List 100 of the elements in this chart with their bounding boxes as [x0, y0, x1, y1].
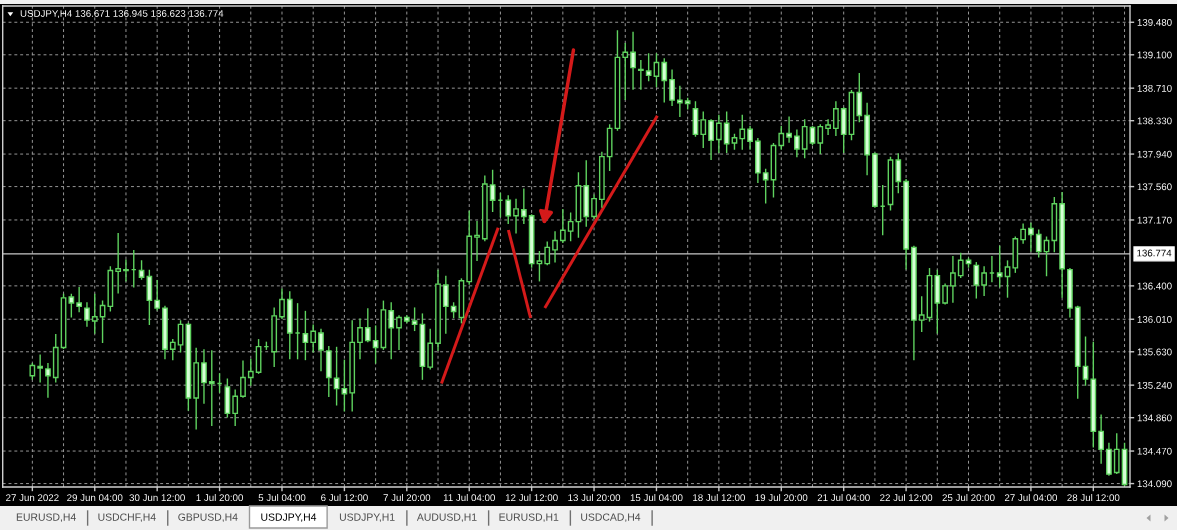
y-tick-label: 135.630 [1137, 348, 1172, 356]
candlestick [739, 114, 746, 150]
candlestick [676, 85, 683, 118]
candlestick [794, 129, 800, 158]
x-tick-label: 27 Jul 04:00 [1004, 493, 1058, 502]
y-tick-label: 136.400 [1137, 282, 1172, 290]
candlestick [817, 124, 824, 154]
candlestick [91, 293, 98, 334]
x-tick-label: 13 Jul 20:00 [568, 493, 621, 502]
candlestick [536, 250, 543, 282]
x-tick-label: 6 Jul 12:00 [321, 493, 368, 502]
candlestick [411, 307, 418, 332]
candlestick [552, 231, 558, 263]
candlestick [146, 269, 153, 326]
candlestick [567, 212, 574, 242]
candlestick [318, 328, 324, 372]
candlestick [957, 252, 964, 279]
candlestick [856, 72, 863, 123]
y-tick-label: 138.330 [1137, 117, 1172, 125]
candlestick [1035, 229, 1042, 258]
candlestick [786, 116, 792, 143]
candlestick [700, 111, 707, 148]
candlestick [1028, 222, 1034, 252]
candlestick [505, 195, 512, 225]
candlestick [708, 119, 714, 160]
candlestick [715, 114, 722, 154]
candlestick [559, 209, 566, 243]
candlestick [825, 119, 831, 136]
candlestick [520, 188, 527, 225]
candlestick [833, 101, 839, 136]
candlestick [169, 339, 176, 361]
y-tick-label: 137.170 [1137, 216, 1172, 224]
y-tick-label: 139.100 [1137, 51, 1172, 59]
text: EURUSD,H4 [16, 513, 76, 523]
x-tick-label: 29 Jun 04:00 [67, 494, 123, 502]
text: USDCAD,H4 [581, 513, 641, 523]
candlestick [637, 60, 644, 90]
candlestick [442, 275, 449, 334]
y-tick-label: 138.710 [1137, 84, 1172, 92]
candlestick [801, 119, 808, 159]
x-tick-label: 11 Jul 04:00 [443, 493, 495, 502]
candlestick [918, 296, 925, 332]
candlestick [630, 31, 636, 90]
candlestick [622, 42, 629, 100]
y-tick-label: 134.470 [1137, 447, 1172, 455]
candlestick [201, 349, 207, 404]
candlestick [427, 328, 434, 370]
candlestick [973, 262, 980, 299]
ref-line-label: 136.774 [1137, 249, 1172, 257]
candlestick [84, 302, 90, 327]
candlestick [123, 259, 129, 282]
candlestick [240, 360, 246, 398]
x-tick-label: 22 Jul 12:00 [880, 493, 933, 502]
candlestick [489, 169, 496, 213]
candlestick [1113, 433, 1120, 475]
candlestick [247, 358, 254, 386]
text: USDCHF,H4 [98, 513, 156, 523]
candlestick [591, 194, 597, 219]
candlestick [357, 318, 363, 360]
x-tick-label: 30 Jun 12:00 [129, 494, 185, 502]
candlestick [76, 286, 83, 313]
x-tick-label: 1 Jul 20:00 [196, 493, 243, 502]
y-tick-label: 134.090 [1137, 480, 1172, 488]
candlestick [45, 363, 51, 398]
x-tick-label: 19 Jul 20:00 [755, 493, 808, 502]
candlestick [115, 232, 122, 294]
candlestick [37, 354, 44, 383]
candlestick [950, 256, 956, 303]
candlestick [645, 53, 652, 82]
candlestick [1004, 260, 1011, 298]
x-tick-label: 28 Jul 12:00 [1067, 493, 1120, 502]
candlestick [747, 125, 753, 150]
candlestick [388, 302, 395, 360]
y-tick-label: 136.010 [1137, 315, 1172, 323]
candlestick [895, 153, 902, 194]
text: GBPUSD,H4 [178, 513, 238, 523]
x-tick-label: 12 Jul 12:00 [505, 493, 558, 502]
x-tick-label: 15 Jul 04:00 [630, 493, 683, 502]
x-tick-label: 18 Jul 12:00 [693, 493, 745, 502]
candlestick [279, 288, 285, 320]
candlestick [208, 350, 215, 427]
candlestick [1098, 414, 1105, 464]
chart-title: USDJPY,H4 136.671 136.945 136.623 136.774 [20, 10, 224, 19]
candlestick [942, 283, 948, 305]
candlestick [232, 389, 239, 427]
y-tick-label: 137.940 [1137, 150, 1172, 158]
x-tick-label: 21 Jul 04:00 [817, 493, 870, 502]
x-tick-label: 5 Jul 04:00 [258, 493, 306, 502]
text: EURUSD,H1 [499, 513, 559, 523]
candlestick [68, 293, 75, 318]
y-tick-label: 134.860 [1137, 414, 1172, 422]
candlestick [364, 308, 371, 343]
y-tick-label: 137.560 [1137, 183, 1172, 191]
candlestick [396, 315, 402, 350]
text: USDJPY,H4 [261, 513, 317, 523]
y-tick-label: 139.480 [1137, 19, 1172, 26]
candlestick [981, 266, 987, 296]
candlestick [762, 168, 769, 204]
candlestick [669, 69, 675, 106]
candlestick [154, 280, 161, 311]
